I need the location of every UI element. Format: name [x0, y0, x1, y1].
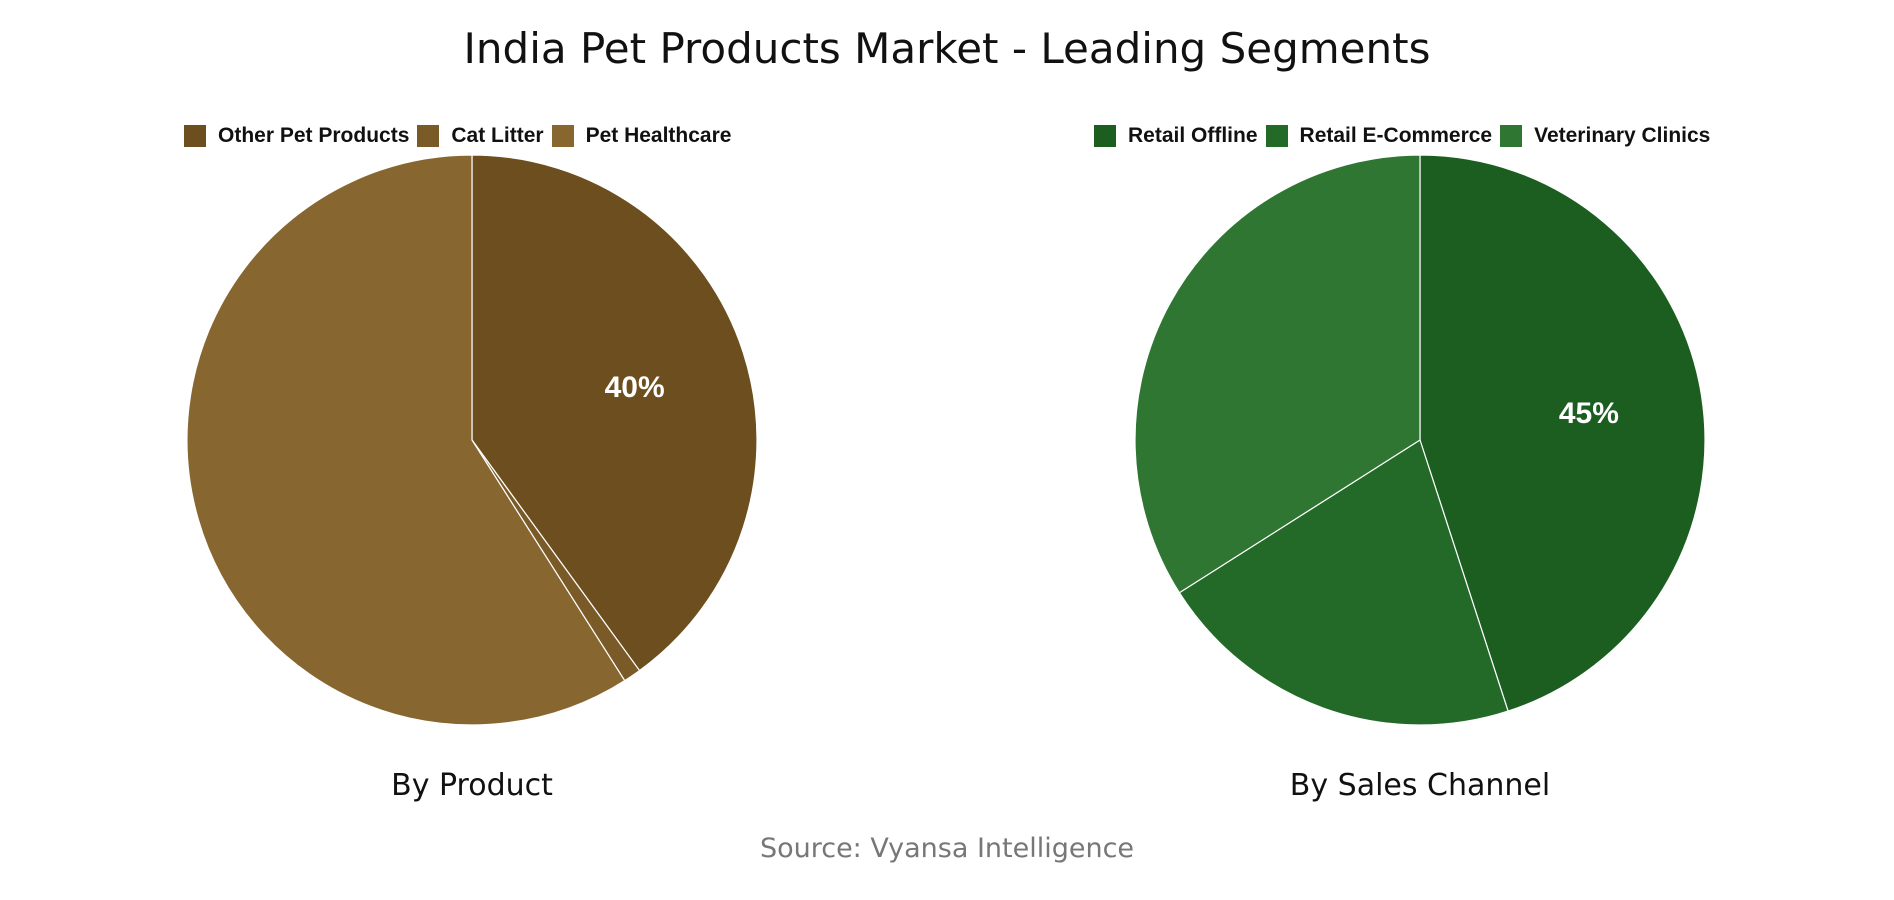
- legend-swatch: [417, 125, 440, 147]
- legend-label: Retail Offline: [1128, 124, 1258, 147]
- data-label: 40%: [605, 371, 665, 404]
- legend-label: Pet Healthcare: [585, 124, 732, 147]
- legend-swatch: [1500, 125, 1523, 147]
- legend-label: Veterinary Clinics: [1534, 124, 1711, 147]
- pie-slice-other-pet-products[interactable]: [471, 154, 758, 672]
- legend-item[interactable]: Cat Litter: [417, 124, 544, 148]
- legend-item[interactable]: Pet Healthcare: [551, 124, 732, 148]
- legend-swatch: [1094, 125, 1116, 147]
- legend-item[interactable]: Retail E-Commerce: [1265, 124, 1493, 148]
- pie-slice-veterinary-clinics[interactable]: [1134, 154, 1421, 594]
- legend-swatch: [551, 125, 574, 147]
- legend-label: Retail E-Commerce: [1299, 124, 1493, 147]
- pie-slice-retail-offline[interactable]: [1419, 154, 1706, 712]
- legend-item[interactable]: Veterinary Clinics: [1500, 124, 1710, 148]
- legend-by-product: Other Pet Products Cat Litter Pet Healthca…: [184, 124, 739, 148]
- chart-title: India Pet Products Market - Leading Segm…: [463, 24, 1431, 73]
- legend-item[interactable]: Other Pet Products: [184, 124, 409, 148]
- pie-slice-pet-healthcare[interactable]: [186, 154, 626, 726]
- source-note: Source: Vyansa Intelligence: [759, 833, 1135, 864]
- data-label: 45%: [1559, 397, 1619, 430]
- legend-by-sales-channel: Retail Offline Retail E-Commerce Veterinar…: [1094, 124, 1718, 148]
- pie-slice-retail-e-commerce[interactable]: [1178, 439, 1509, 726]
- subtitle-by-product: By Product: [391, 768, 553, 803]
- legend-swatch: [184, 125, 206, 147]
- legend-item[interactable]: Retail Offline: [1094, 124, 1258, 148]
- legend-label: Cat Litter: [451, 124, 544, 147]
- legend-swatch: [1265, 125, 1288, 147]
- subtitle-by-sales-channel: By Sales Channel: [1289, 768, 1551, 803]
- legend-label: Other Pet Products: [218, 124, 410, 147]
